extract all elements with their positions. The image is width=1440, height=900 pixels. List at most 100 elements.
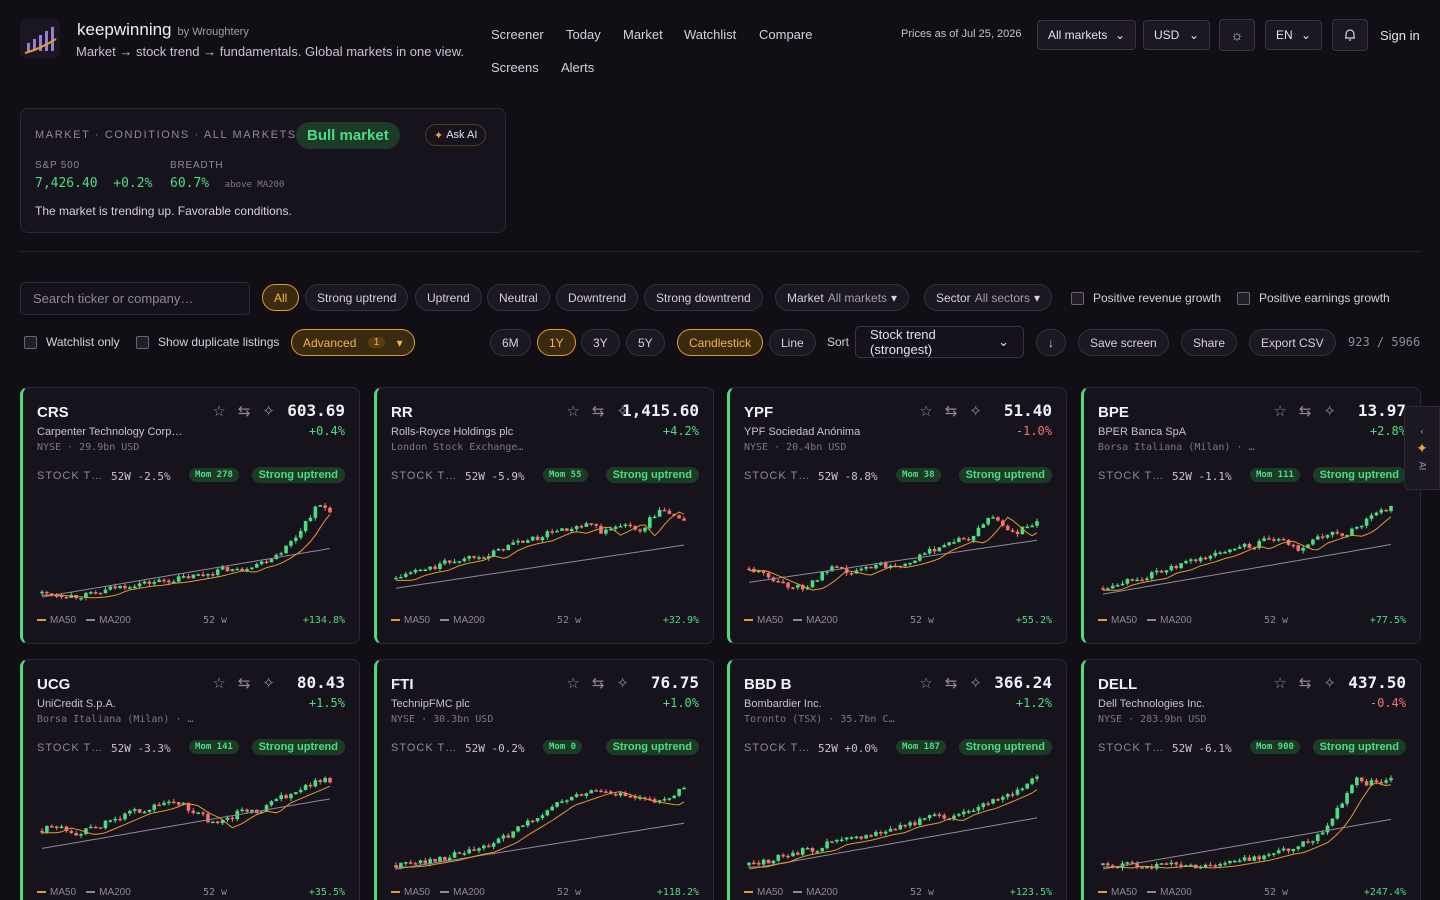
filter-strong-downtrend[interactable]: Strong downtrend	[644, 284, 763, 311]
range-3y[interactable]: 3Y	[581, 329, 620, 356]
filter-strong-uptrend[interactable]: Strong uptrend	[305, 284, 409, 311]
compare-icon[interactable]: ⇆	[591, 403, 605, 420]
star-icon[interactable]: ☆	[1273, 403, 1287, 420]
compare-icon[interactable]: ⇆	[944, 675, 958, 692]
sector-filter-dropdown[interactable]: Sector All sectors ▾	[924, 284, 1053, 311]
candle-body	[284, 545, 288, 554]
nav-compare[interactable]: Compare	[759, 27, 813, 42]
show-duplicates-checkbox[interactable]: Show duplicate listings	[136, 335, 279, 349]
nav-screener[interactable]: Screener	[491, 27, 544, 42]
candle-body	[756, 570, 761, 573]
range-1y[interactable]: 1Y	[537, 329, 576, 356]
compare-icon[interactable]: ⇆	[1298, 675, 1312, 692]
price-chart[interactable]	[744, 760, 1044, 878]
positive-earnings-checkbox[interactable]: Positive earnings growth	[1237, 291, 1390, 305]
candle-body	[545, 810, 550, 816]
price-chart[interactable]	[744, 488, 1044, 606]
star-icon[interactable]: ☆	[566, 675, 580, 692]
sparkle-icon[interactable]: ✧	[969, 403, 982, 420]
stock-card[interactable]: UCG UniCredit S.p.A. Borsa Italiana (Milan…	[20, 659, 360, 900]
theme-toggle-button[interactable]: ☼	[1219, 19, 1255, 51]
star-icon[interactable]: ☆	[566, 403, 580, 420]
chart-period: 52 w	[1264, 887, 1289, 898]
nav-watchlist[interactable]: Watchlist	[684, 27, 737, 42]
sparkle-icon[interactable]: ✧	[616, 675, 629, 692]
market-filter-dropdown[interactable]: Market All markets ▾	[775, 284, 910, 311]
star-icon[interactable]: ☆	[919, 403, 933, 420]
export-csv-button[interactable]: Export CSV	[1249, 329, 1336, 356]
chart-type-candlestick[interactable]: Candlestick	[677, 329, 764, 356]
price-chart[interactable]	[391, 488, 691, 606]
ask-ai-button[interactable]: ✦ Ask AI	[425, 124, 487, 146]
sort-select[interactable]: Stock trend (strongest) ⌄	[855, 326, 1024, 358]
brand-name[interactable]: keepwinning by Wroughtery	[77, 20, 249, 39]
compare-icon[interactable]: ⇆	[1298, 403, 1312, 420]
momentum-badge: Mom 111	[1250, 468, 1300, 482]
star-icon[interactable]: ☆	[212, 675, 226, 692]
compare-icon[interactable]: ⇆	[237, 675, 251, 692]
notifications-button[interactable]	[1332, 19, 1368, 51]
price-chart[interactable]	[1098, 760, 1398, 878]
sparkle-icon[interactable]: ✧	[1323, 675, 1336, 692]
advanced-button[interactable]: Advanced 1 ▾	[291, 329, 415, 356]
sparkle-icon[interactable]: ✧	[1323, 403, 1336, 420]
candle-body	[1340, 533, 1344, 536]
stock-card[interactable]: BPE BPER Banca SpA Borsa Italiana (Milan) …	[1081, 387, 1421, 644]
range-6m[interactable]: 6M	[490, 329, 531, 356]
price-chart[interactable]	[37, 760, 337, 878]
positive-revenue-checkbox[interactable]: Positive revenue growth	[1071, 291, 1221, 305]
star-icon[interactable]: ☆	[1273, 675, 1287, 692]
logo[interactable]	[20, 19, 60, 59]
watchlist-only-checkbox[interactable]: Watchlist only	[24, 335, 120, 349]
sparkle-icon[interactable]: ✧	[262, 403, 275, 420]
chart-type-line[interactable]: Line	[769, 329, 816, 356]
language-select[interactable]: EN ⌄	[1265, 20, 1322, 50]
nav-today[interactable]: Today	[566, 27, 601, 42]
candle-body	[84, 592, 88, 599]
price-chart[interactable]	[37, 488, 337, 606]
save-screen-button[interactable]: Save screen	[1078, 329, 1169, 356]
stock-card[interactable]: FTI TechnipFMC plc NYSE · 30.3bn USD ☆ ⇆ ✧ 76.…	[374, 659, 714, 900]
price-chart[interactable]	[1098, 488, 1398, 606]
filter-neutral[interactable]: Neutral	[487, 284, 550, 311]
stock-card[interactable]: DELL Dell Technologies Inc. NYSE · 283.9bn…	[1081, 659, 1421, 900]
stock-card[interactable]: RR Rolls-Royce Holdings plc London Stock E…	[374, 387, 714, 644]
market-select[interactable]: All markets ⌄	[1037, 20, 1136, 50]
sort-direction-button[interactable]: ↓	[1036, 329, 1066, 356]
range-5y[interactable]: 5Y	[626, 329, 665, 356]
compare-icon[interactable]: ⇆	[237, 403, 251, 420]
nav-market[interactable]: Market	[623, 27, 663, 42]
filter-downtrend[interactable]: Downtrend	[556, 284, 639, 311]
share-button[interactable]: Share	[1181, 329, 1238, 356]
stock-card[interactable]: BBD B Bombardier Inc. Toronto (TSX) · 35.7…	[727, 659, 1067, 900]
compare-icon[interactable]: ⇆	[591, 675, 605, 692]
candle-body	[423, 860, 428, 864]
price-chart[interactable]	[391, 760, 691, 878]
filter-all[interactable]: All	[262, 284, 300, 311]
stock-card[interactable]: CRS Carpenter Technology Corp… NYSE · 29.9…	[20, 387, 360, 644]
ai-side-tab[interactable]: ‹ ✦ AI	[1404, 406, 1440, 490]
sparkle-icon[interactable]: ✧	[262, 675, 275, 692]
sign-in-link[interactable]: Sign in	[1380, 28, 1420, 43]
period-return: +77.5%	[1369, 615, 1406, 626]
star-icon[interactable]: ☆	[212, 403, 226, 420]
filter-uptrend[interactable]: Uptrend	[415, 284, 482, 311]
currency-select[interactable]: USD ⌄	[1143, 20, 1210, 50]
week52-change: 52W +0.0%	[818, 742, 878, 755]
candle-body	[45, 591, 49, 594]
stock-card[interactable]: YPF YPF Sociedad Anónima NYSE · 20.4bn USD…	[727, 387, 1067, 644]
stock-trend-label: STOCK TREND	[744, 742, 816, 754]
star-icon[interactable]: ☆	[919, 675, 933, 692]
sparkle-icon[interactable]: ✧	[969, 675, 982, 692]
candle-body	[1335, 807, 1340, 819]
compare-icon[interactable]: ⇆	[944, 403, 958, 420]
candle-body	[230, 569, 235, 572]
sparkle-icon[interactable]: ✧	[616, 403, 629, 420]
candle-body	[922, 553, 927, 555]
candle-body	[796, 852, 800, 855]
search-input[interactable]: Search ticker or company…	[20, 282, 250, 315]
nav-alerts[interactable]: Alerts	[561, 60, 595, 75]
nav-screens[interactable]: Screens	[491, 60, 539, 75]
chart-period: 52 w	[1264, 615, 1289, 626]
candle-body	[418, 569, 423, 572]
